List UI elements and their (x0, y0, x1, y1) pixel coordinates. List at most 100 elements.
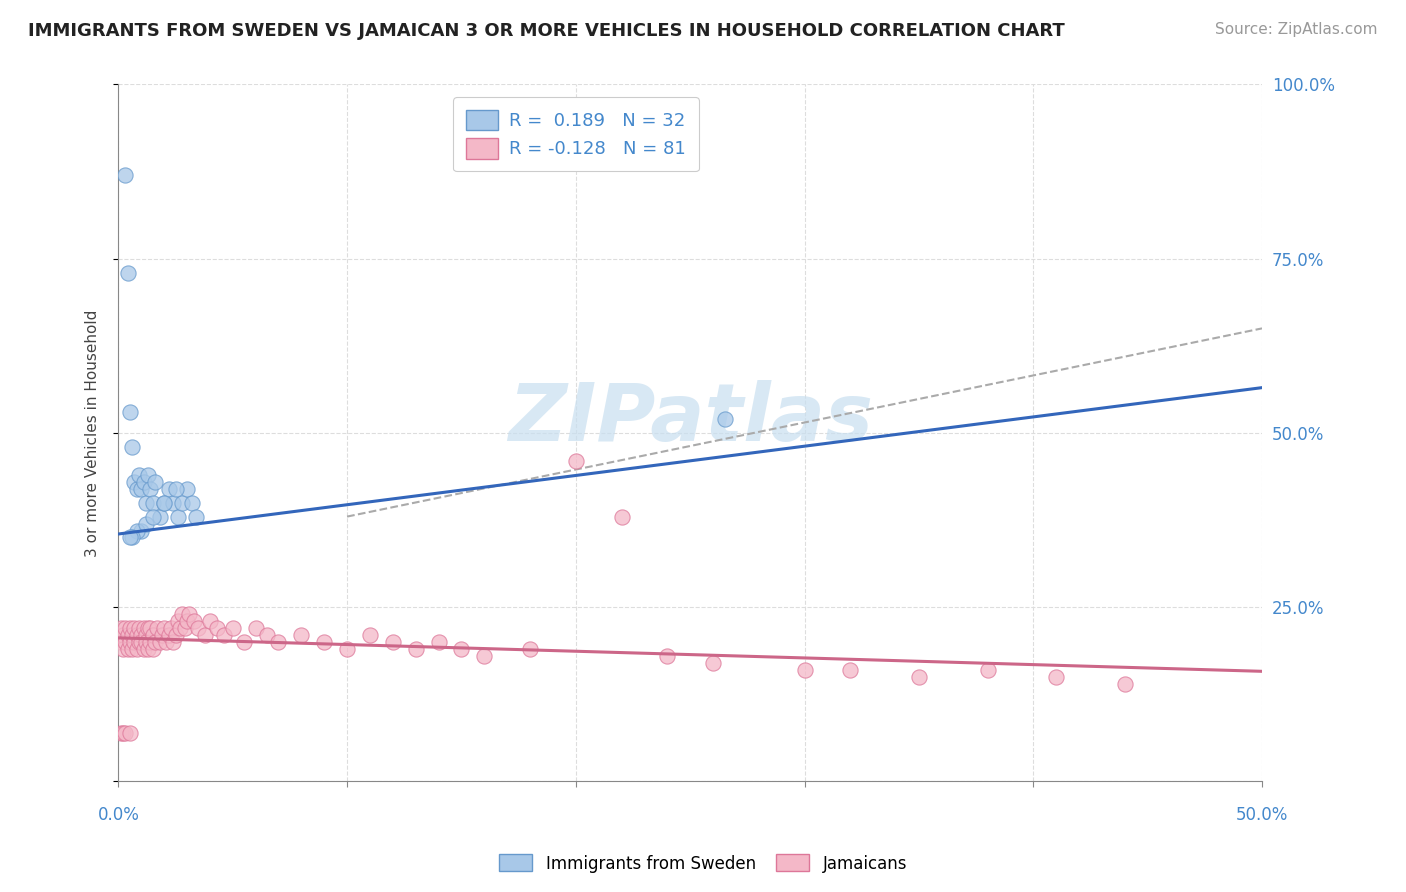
Point (111, 628, 134, 642)
Point (143, 475, 166, 489)
Point (183, 614, 205, 628)
Point (405, 642, 427, 657)
Point (427, 635, 450, 649)
Point (139, 635, 162, 649)
Point (148, 635, 170, 649)
Point (839, 663, 862, 677)
Point (128, 467, 150, 482)
Point (125, 482, 148, 496)
Point (450, 642, 472, 657)
Point (117, 642, 139, 657)
Point (136, 621, 159, 635)
Point (187, 621, 209, 635)
Point (143, 635, 166, 649)
Point (472, 648, 495, 663)
Point (129, 635, 152, 649)
Point (176, 482, 198, 496)
Point (129, 628, 152, 642)
Point (132, 642, 155, 657)
Point (128, 621, 150, 635)
Point (610, 509, 633, 524)
Point (290, 628, 312, 642)
Point (702, 656, 724, 670)
Point (117, 628, 139, 642)
Point (114, 725, 136, 739)
Point (148, 509, 170, 524)
Point (172, 495, 194, 509)
Point (139, 621, 162, 635)
Point (519, 642, 541, 657)
Point (117, 266, 139, 280)
Point (153, 495, 176, 509)
Point (135, 628, 157, 642)
Point (142, 495, 165, 509)
Legend: Immigrants from Sweden, Jamaicans: Immigrants from Sweden, Jamaicans (492, 847, 914, 880)
Point (256, 628, 278, 642)
Point (111, 725, 134, 739)
Point (135, 495, 157, 509)
Point (146, 621, 169, 635)
Point (336, 642, 359, 657)
Point (136, 467, 159, 482)
Point (713, 412, 735, 426)
Point (180, 495, 202, 509)
Point (118, 621, 141, 635)
Point (233, 635, 256, 649)
Point (359, 628, 381, 642)
Point (381, 635, 404, 649)
Text: Source: ZipAtlas.com: Source: ZipAtlas.com (1215, 22, 1378, 37)
Point (118, 405, 141, 419)
Point (165, 628, 187, 642)
Point (166, 614, 188, 628)
Point (176, 614, 198, 628)
Point (129, 482, 152, 496)
Point (194, 628, 217, 642)
Point (162, 635, 184, 649)
Point (205, 621, 228, 635)
Point (198, 614, 221, 628)
Point (172, 607, 194, 622)
Point (111, 642, 134, 657)
Point (657, 648, 679, 663)
Point (142, 628, 165, 642)
Point (1114, 677, 1136, 691)
Point (114, 621, 136, 635)
Point (124, 621, 146, 635)
Legend: R =  0.189   N = 32, R = -0.128   N = 81: R = 0.189 N = 32, R = -0.128 N = 81 (453, 97, 699, 171)
Point (110, 725, 132, 739)
Point (125, 628, 148, 642)
Point (139, 482, 162, 496)
Point (142, 642, 165, 657)
Point (166, 509, 188, 524)
Point (150, 628, 173, 642)
Point (129, 524, 152, 538)
Point (160, 621, 183, 635)
Point (162, 495, 184, 509)
Y-axis label: 3 or more Vehicles in Household: 3 or more Vehicles in Household (86, 310, 100, 557)
Point (565, 454, 588, 468)
Point (157, 482, 180, 496)
Point (222, 621, 245, 635)
Point (165, 482, 187, 496)
Point (132, 475, 155, 489)
Point (124, 635, 146, 649)
Point (114, 168, 136, 182)
Point (128, 635, 150, 649)
Point (136, 642, 159, 657)
Text: 50.0%: 50.0% (1236, 805, 1288, 824)
Point (976, 663, 998, 677)
Point (110, 635, 132, 649)
Point (155, 635, 177, 649)
Point (793, 663, 815, 677)
Point (118, 635, 141, 649)
Point (184, 509, 207, 524)
Point (124, 475, 146, 489)
Point (173, 621, 195, 635)
Point (121, 440, 143, 454)
Point (110, 621, 132, 635)
Point (212, 628, 235, 642)
Point (118, 531, 141, 545)
Text: IMMIGRANTS FROM SWEDEN VS JAMAICAN 3 OR MORE VEHICLES IN HOUSEHOLD CORRELATION C: IMMIGRANTS FROM SWEDEN VS JAMAICAN 3 OR … (28, 22, 1064, 40)
Text: 0.0%: 0.0% (97, 805, 139, 824)
Point (157, 628, 180, 642)
